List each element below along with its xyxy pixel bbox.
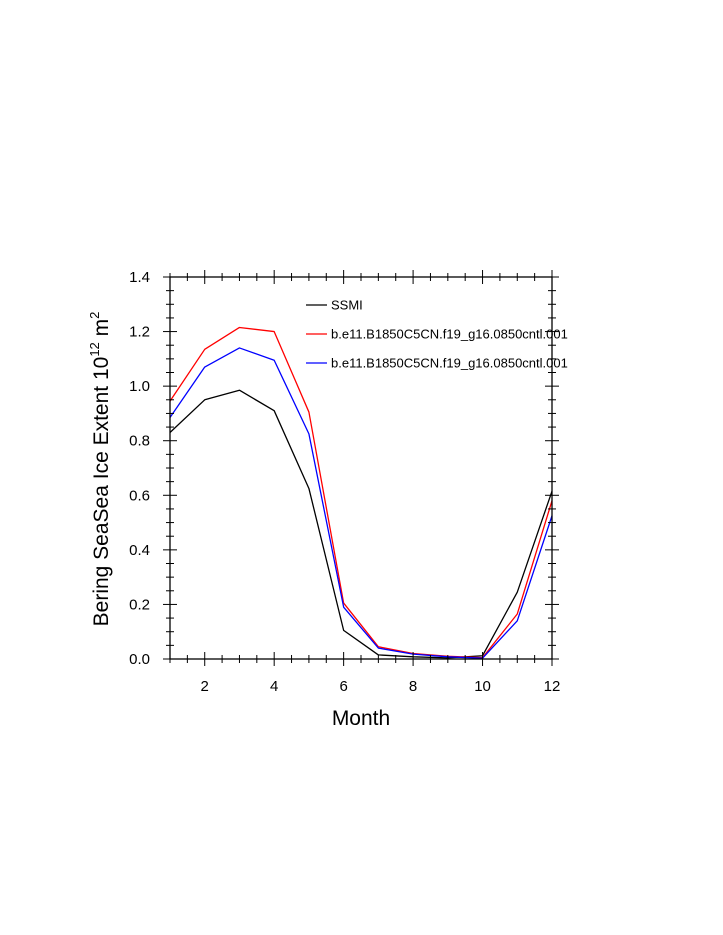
legend-label-2: b.e11.B1850C5CN.f19_g16.0850cntl.001 xyxy=(331,327,568,342)
y-tick-label: 1.4 xyxy=(129,269,150,286)
x-axis-title: Month xyxy=(332,707,390,730)
ticks-layer xyxy=(163,270,559,666)
series-line-1 xyxy=(169,389,553,659)
y-tick-label: 0.8 xyxy=(129,433,150,450)
legend-label-1: SSMI xyxy=(331,298,363,313)
y-axis-title-exponent: 12 xyxy=(87,342,102,356)
x-tick-label: 4 xyxy=(270,678,278,695)
y-tick-label: 0.2 xyxy=(129,596,150,613)
y-tick-label: 1.0 xyxy=(129,378,150,395)
x-tick-label: 6 xyxy=(339,678,347,695)
series-layer xyxy=(169,326,553,659)
legend-label-3: b.e11.B1850C5CN.f19_g16.0850cntl.001 xyxy=(331,356,568,371)
y-tick-label: 1.2 xyxy=(129,324,150,341)
y-axis-title-unit-exponent: 2 xyxy=(87,312,102,319)
x-tick-label: 10 xyxy=(474,678,491,695)
legend: SSMI b.e11.B1850C5CN.f19_g16.0850cntl.001… xyxy=(306,298,568,371)
y-axis-title-unit: m xyxy=(90,319,113,342)
x-tick-label: 2 xyxy=(201,678,209,695)
series-line-2 xyxy=(169,326,553,659)
y-tick-label: 0.0 xyxy=(129,651,150,668)
x-tick-label: 12 xyxy=(544,678,561,695)
tick-labels: 2 4 6 8 10 12 0.0 0.2 0.4 0.6 0.8 1.0 1.2 1.4 xyxy=(129,269,560,695)
y-axis-title: Bering SeaSea Ice Extent 1012 m2 xyxy=(87,312,113,627)
series-line-3 xyxy=(169,347,553,659)
y-axis-title-main: Bering SeaSea Ice Extent 10 xyxy=(90,357,113,627)
plot-frame xyxy=(169,276,553,660)
x-tick-label: 8 xyxy=(409,678,417,695)
y-tick-label: 0.4 xyxy=(129,542,150,559)
y-tick-label: 0.6 xyxy=(129,487,150,504)
